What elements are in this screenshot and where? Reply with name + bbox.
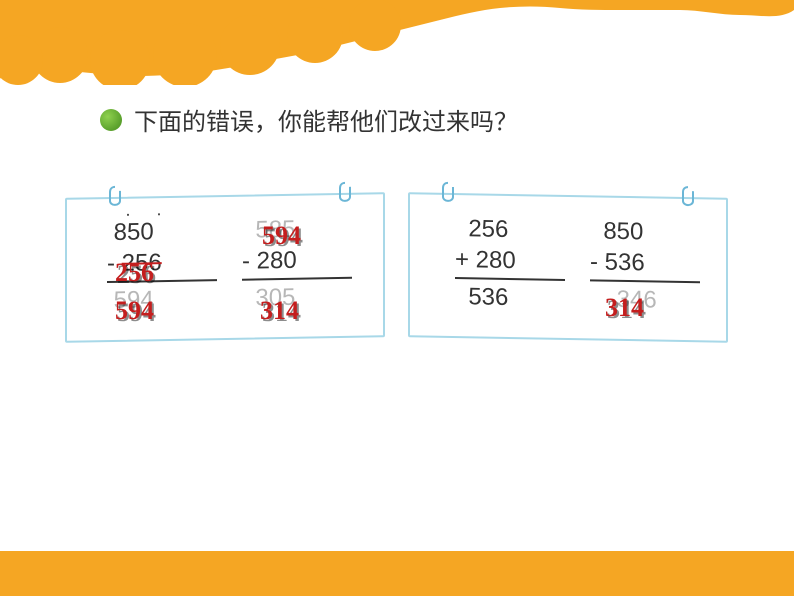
bottom-bar <box>0 551 794 596</box>
rp2-line2: - 536 <box>590 247 700 280</box>
paperclip-icon <box>107 185 123 207</box>
card-left: · · 850 - 256 594 585 - 280 305 <box>65 192 385 343</box>
right-problem-1: 256 + 280 536 <box>455 213 565 314</box>
paperclip-icon <box>680 185 696 207</box>
rp2-line1: 850 <box>590 215 700 248</box>
rp1-line1: 256 <box>455 213 565 246</box>
bullet-icon <box>100 109 122 131</box>
prompt-row: 下面的错误，你能帮他们改过来吗？ <box>100 102 518 137</box>
p1-line1: 850 <box>107 215 217 248</box>
rp1-result: 536 <box>455 281 565 314</box>
prompt-text: 下面的错误，你能帮他们改过来吗？ <box>134 102 518 137</box>
card-right: 256 + 280 536 850 - 536 346 <box>408 192 728 343</box>
rp1-line2: + 280 <box>455 244 565 277</box>
paperclip-icon <box>440 181 456 203</box>
paperclip-icon <box>337 181 353 203</box>
top-cloud-decoration <box>0 0 794 85</box>
